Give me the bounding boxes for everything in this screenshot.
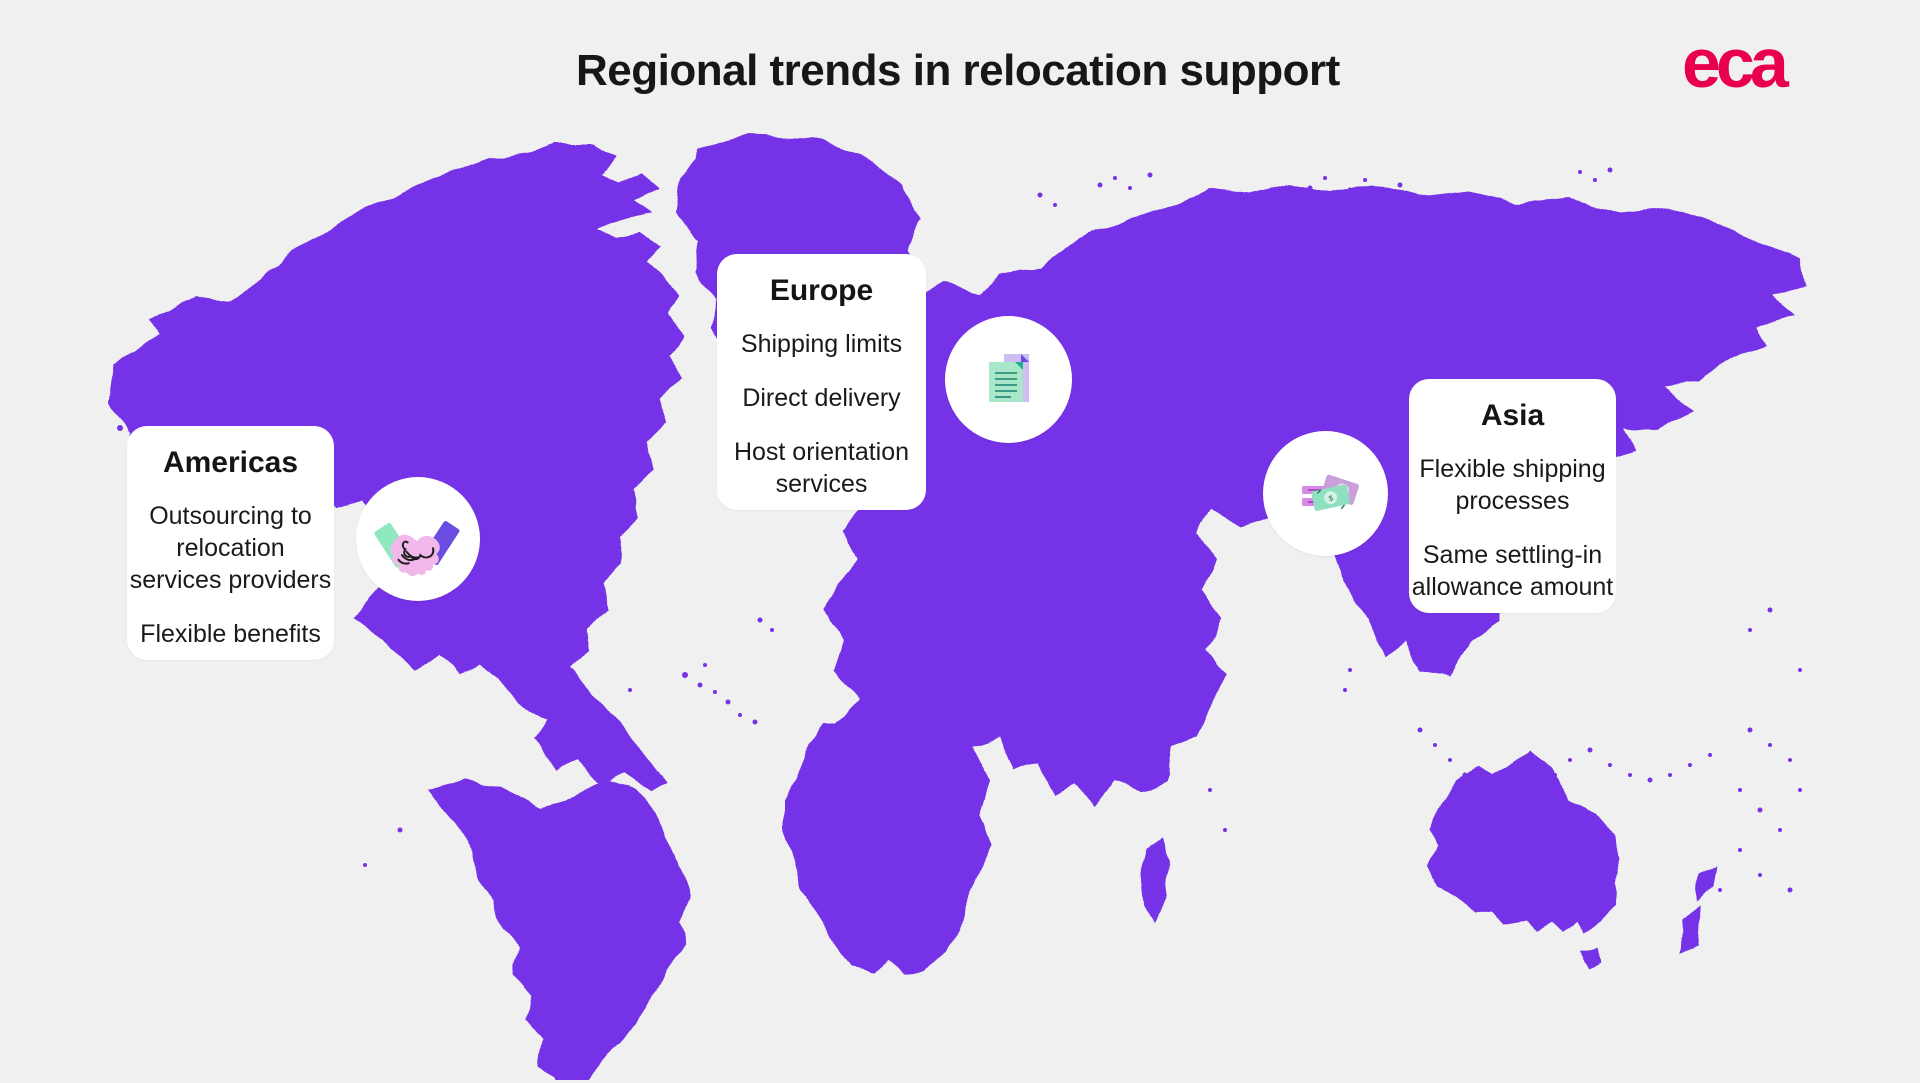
svg-text:eca: eca bbox=[1682, 31, 1790, 101]
